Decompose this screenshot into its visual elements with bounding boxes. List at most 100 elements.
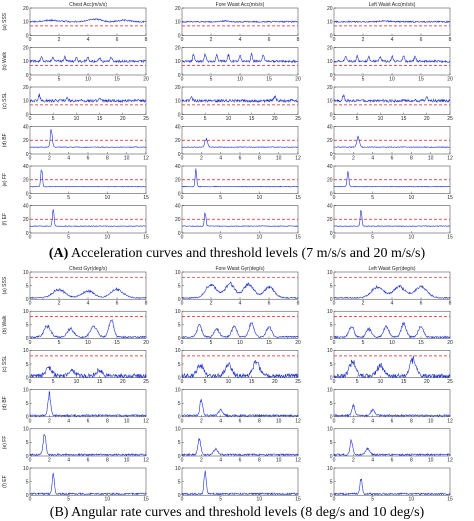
x-tick-label: 20 (447, 77, 453, 83)
x-tick-label: 12 (295, 458, 301, 464)
x-tick-label: 2 (210, 37, 213, 43)
row-label: (f) EF (2, 475, 8, 488)
x-tick-label: 0 (29, 458, 32, 464)
subplot: 0 5 10 0 5 10 15 20 25 (327, 348, 453, 385)
x-tick-label: 4 (371, 156, 374, 162)
x-tick-label: 10 (409, 497, 415, 503)
y-tick-label: 5 (26, 323, 29, 329)
x-tick-label: 0 (29, 195, 32, 201)
y-tick-label: 10 (175, 466, 181, 472)
y-tick-label: 5 (26, 362, 29, 368)
x-tick-label: 2 (48, 418, 51, 424)
subplot: 0 10 20 0 5 10 15 20 (23, 45, 149, 82)
x-tick-label: 25 (295, 116, 301, 122)
signal-line (333, 171, 451, 188)
subplot: 0 20 40 0 5 10 15 (23, 164, 149, 201)
x-tick-label: 20 (272, 379, 278, 385)
x-tick-label: 12 (143, 418, 149, 424)
y-tick-label: 0 (178, 493, 181, 499)
x-tick-label: 12 (447, 156, 453, 162)
x-tick-label: 5 (210, 77, 213, 83)
x-tick-label: 4 (239, 301, 242, 307)
x-tick-label: 20 (424, 116, 430, 122)
x-tick-label: 4 (391, 301, 394, 307)
x-tick-label: 8 (297, 301, 300, 307)
x-tick-label: 10 (237, 77, 243, 83)
signal-line (333, 403, 451, 418)
subplot: 0 5 10 0 5 10 15 (23, 466, 149, 503)
x-tick-label: 2 (352, 156, 355, 162)
y-tick-label: 10 (327, 20, 333, 26)
y-tick-label: 0 (330, 493, 333, 499)
subplot: 0 10 20 0 5 10 15 20 (327, 45, 453, 82)
subplot: 0 20 40 0 2 4 6 8 10 12 (175, 124, 301, 161)
y-tick-label: 0 (330, 191, 333, 197)
x-tick-label: 5 (356, 379, 359, 385)
x-tick-label: 5 (204, 379, 207, 385)
x-tick-label: 6 (391, 418, 394, 424)
subplot: 0 5 10 0 5 10 15 20 25 (175, 348, 301, 385)
y-tick-label: 20 (175, 85, 181, 91)
y-tick-label: 10 (327, 348, 333, 354)
subplot: 0 5 10 0 5 10 15 (327, 466, 453, 503)
x-tick-label: 6 (116, 301, 119, 307)
y-tick-label: 5 (178, 401, 181, 407)
x-tick-label: 10 (428, 458, 434, 464)
x-tick-label: 5 (210, 340, 213, 346)
x-tick-label: 10 (378, 379, 384, 385)
x-tick-label: 15 (97, 116, 103, 122)
x-tick-label: 2 (352, 458, 355, 464)
y-tick-label: 40 (23, 164, 29, 170)
x-tick-label: 0 (181, 37, 184, 43)
x-tick-label: 0 (181, 77, 184, 83)
axes-frame (181, 389, 299, 418)
x-tick-label: 2 (200, 156, 203, 162)
signal-line (181, 137, 299, 148)
x-tick-label: 5 (219, 235, 222, 241)
x-tick-label: 10 (226, 379, 232, 385)
x-tick-label: 4 (371, 418, 374, 424)
x-tick-label: 5 (362, 77, 365, 83)
signal-line (29, 319, 147, 339)
subplot: 0 10 20 0 2 4 6 8 (175, 6, 300, 43)
subplot: 0 10 20 0 2 4 6 8 (23, 6, 148, 43)
signal-line (333, 284, 451, 299)
row-label: (a) SSS (2, 276, 8, 294)
x-tick-label: 4 (67, 418, 70, 424)
signal-line (181, 359, 299, 379)
signal-line (181, 322, 299, 339)
x-tick-label: 15 (249, 116, 255, 122)
signal-line (333, 321, 451, 339)
x-tick-label: 10 (237, 340, 243, 346)
x-tick-label: 0 (181, 301, 184, 307)
y-tick-label: 5 (26, 283, 29, 289)
signal-line (181, 94, 299, 104)
x-tick-label: 15 (143, 497, 149, 503)
x-tick-label: 20 (447, 340, 453, 346)
y-tick-label: 10 (23, 427, 29, 433)
signal-line (333, 93, 451, 104)
x-tick-label: 0 (333, 379, 336, 385)
subplot: 0 20 40 0 5 10 15 (327, 164, 453, 201)
y-tick-label: 0 (178, 231, 181, 237)
y-tick-label: 0 (330, 375, 333, 381)
subplot: 0 5 10 0 5 10 15 (175, 466, 301, 503)
x-tick-label: 0 (181, 418, 184, 424)
x-tick-label: 0 (333, 301, 336, 307)
subplot: 0 5 10 0 2 4 6 8 (327, 270, 452, 307)
y-tick-label: 10 (327, 387, 333, 393)
x-tick-label: 8 (258, 458, 261, 464)
subplot: 0 10 20 0 2 4 6 8 (327, 6, 452, 43)
x-tick-label: 2 (362, 301, 365, 307)
x-tick-label: 15 (447, 195, 453, 201)
row-label: (c) SSL (2, 355, 8, 372)
y-tick-label: 20 (23, 45, 29, 51)
axes-frame (333, 428, 451, 457)
y-tick-label: 5 (330, 362, 333, 368)
x-tick-label: 10 (389, 77, 395, 83)
x-tick-label: 25 (295, 379, 301, 385)
x-tick-label: 0 (333, 340, 336, 346)
y-tick-label: 0 (178, 73, 181, 79)
